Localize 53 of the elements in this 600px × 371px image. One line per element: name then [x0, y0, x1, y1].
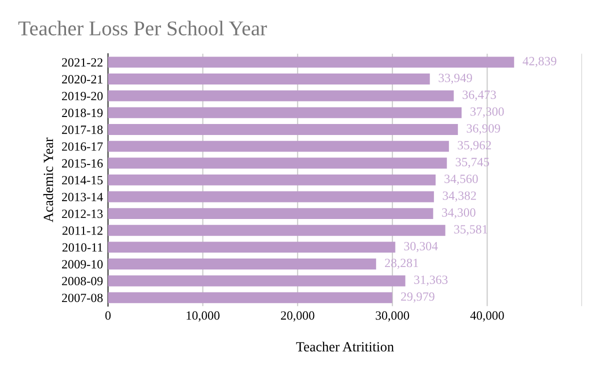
- bar: [108, 158, 447, 169]
- chart-title: Teacher Loss Per School Year: [18, 20, 267, 36]
- data-label: 36,909: [466, 124, 500, 134]
- data-label: 30,304: [404, 242, 438, 252]
- data-label: 36,473: [462, 90, 496, 101]
- y-tick-label: 2011-12: [62, 226, 102, 235]
- data-label: 35,745: [456, 158, 490, 168]
- y-tick-label: 2013-14: [62, 192, 103, 202]
- bar: [108, 275, 406, 286]
- data-label: 33,949: [438, 74, 472, 84]
- data-label: 34,560: [444, 174, 478, 185]
- bar: [108, 140, 449, 152]
- bar: [108, 208, 434, 220]
- data-label: 35,962: [458, 141, 491, 152]
- y-tick-label: 2017-18: [62, 126, 103, 134]
- y-tick-label: 2014-15: [62, 176, 103, 184]
- data-label: 37,300: [470, 107, 504, 118]
- x-tick-label: 30,000: [376, 311, 410, 322]
- bar: [108, 258, 376, 270]
- y-tick-label: 2016-17: [62, 142, 103, 151]
- y-tick-label: 2008-09: [62, 276, 103, 286]
- data-label: 42,839: [522, 56, 556, 68]
- y-tick-label: 2015-16: [62, 159, 103, 168]
- x-tick-label: 0: [105, 311, 111, 320]
- bar: [108, 74, 430, 84]
- x-tick-label: 20,000: [280, 311, 314, 322]
- y-tick-label: 2012-13: [62, 210, 103, 218]
- bar: [108, 191, 434, 202]
- data-label: 29,979: [401, 292, 434, 303]
- bar: [108, 292, 392, 304]
- y-tick-label: 2019-20: [62, 92, 103, 100]
- x-tick-label: 40,000: [470, 311, 504, 322]
- data-label: 28,281: [384, 258, 418, 269]
- y-tick-label: 2020-21: [62, 75, 102, 84]
- bar: [108, 174, 436, 186]
- y-tick-label: 2007-08: [62, 294, 103, 302]
- bar: [108, 242, 396, 253]
- y-tick-label: 2010-11: [62, 243, 102, 252]
- bar: [108, 224, 446, 236]
- y-tick-label: 2009-10: [62, 260, 103, 268]
- bar: [108, 56, 514, 68]
- bar: [108, 107, 462, 118]
- bar: [108, 124, 458, 135]
- data-label: 34,382: [442, 191, 476, 202]
- data-label: 34,300: [442, 208, 476, 218]
- data-label: 31,363: [414, 276, 448, 286]
- x-tick-label: 10,000: [186, 311, 220, 322]
- bar: [108, 90, 454, 102]
- x-axis-title: Teacher Atritition: [296, 342, 394, 352]
- y-axis-title: Academic Year: [43, 138, 54, 222]
- y-tick-label: 2021-22: [62, 58, 102, 67]
- y-tick-label: 2018-19: [62, 108, 103, 118]
- data-label: 35,581: [454, 225, 488, 236]
